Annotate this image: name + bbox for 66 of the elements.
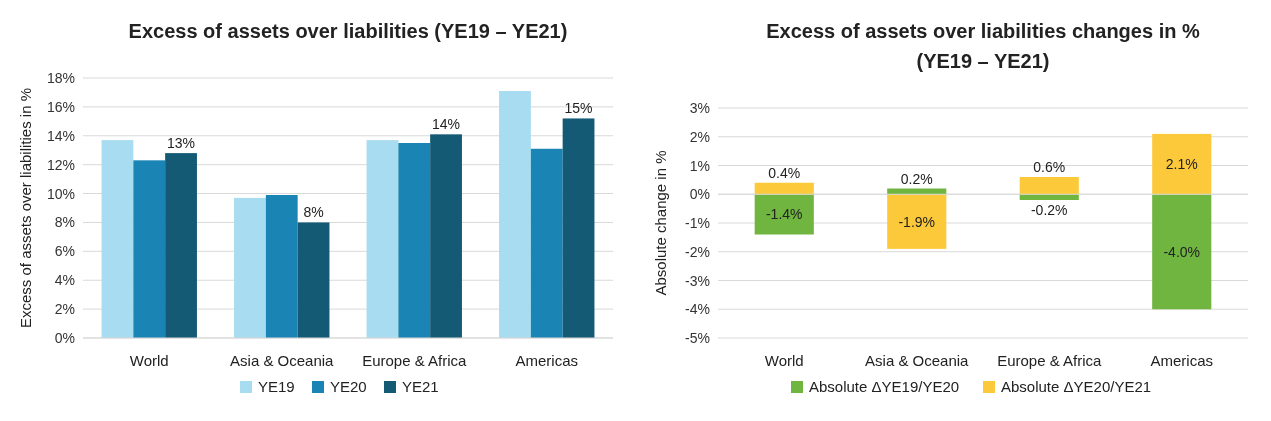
data-label: 0.6%: [1033, 159, 1066, 175]
y-tick-label: 8%: [54, 214, 75, 231]
x-tick-label: Europe & Africa: [997, 352, 1103, 369]
data-label: 14%: [432, 116, 461, 133]
y-tick-label: -2%: [685, 243, 710, 260]
chart-title: Excess of assets over liabilities (YE19 – YE21): [128, 20, 568, 42]
bar: [754, 194, 814, 235]
bar: [265, 195, 298, 338]
y-tick-label: -4%: [685, 301, 710, 318]
x-tick-label: World: [764, 352, 804, 369]
bar: [398, 143, 431, 338]
y-tick-label: 0%: [689, 186, 710, 203]
x-tick-label: Asia & Oceania: [865, 352, 970, 369]
bar: [499, 91, 531, 338]
y-tick-label: -1%: [685, 215, 710, 231]
x-tick-label: Americas: [515, 352, 579, 369]
data-label: -4.0%: [1163, 243, 1201, 260]
y-tick-label: 4%: [54, 272, 75, 289]
bar: [366, 140, 399, 338]
y-tick-label: 6%: [54, 243, 75, 260]
y-tick-label: 0%: [54, 330, 75, 346]
y-tick-label: -3%: [685, 272, 710, 289]
bar: [530, 148, 563, 338]
bar: [887, 194, 947, 249]
y-tick-label: -5%: [685, 330, 710, 346]
bar: [1152, 194, 1212, 310]
y-axis-title: Absolute change in %: [652, 150, 669, 296]
legend-label: YE20: [330, 378, 367, 395]
bar: [1152, 133, 1212, 195]
legend-label: YE21: [402, 378, 439, 395]
y-axis-title: Excess of assets over liabilities in %: [17, 87, 34, 329]
data-label: 0.4%: [768, 164, 801, 181]
data-label: 8%: [303, 204, 324, 221]
data-label: -0.2%: [1030, 202, 1068, 218]
bar: [1019, 177, 1079, 195]
y-tick-label: 16%: [46, 98, 75, 115]
legend-label: Absolute ΔYE19/YE20: [809, 378, 960, 395]
bar: [754, 182, 814, 195]
bar: [133, 160, 166, 338]
y-tick-label: 14%: [46, 127, 75, 144]
bar: [562, 118, 595, 338]
data-label: 0.2%: [900, 170, 933, 187]
bar: [101, 140, 134, 338]
bar: [165, 153, 197, 338]
x-tick-label: Americas: [1150, 352, 1214, 369]
y-tick-label: 3%: [689, 100, 710, 116]
data-label: 15%: [564, 100, 593, 117]
x-tick-label: World: [129, 352, 169, 369]
x-tick-label: Europe & Africa: [362, 352, 468, 369]
data-label: 2.1%: [1165, 156, 1198, 173]
legend-label: YE19: [258, 378, 295, 395]
legend-label: Absolute ΔYE20/YE21: [1001, 378, 1152, 395]
bar: [234, 197, 266, 338]
y-tick-label: 12%: [46, 156, 75, 173]
y-tick-label: 1%: [689, 157, 710, 174]
bar: [430, 134, 462, 338]
data-label: -1.9%: [898, 213, 936, 230]
data-label: 13%: [167, 135, 196, 152]
bar: [297, 222, 330, 338]
y-tick-label: 2%: [54, 301, 75, 318]
y-tick-label: 2%: [689, 128, 710, 145]
data-label: -1.4%: [765, 206, 803, 223]
y-tick-label: 10%: [46, 185, 75, 202]
chart-title: Excess of assets over liabilities changes in % (YE19 – YE21): [766, 20, 1200, 72]
x-tick-label: Asia & Oceania: [230, 352, 335, 369]
y-tick-label: 18%: [46, 70, 75, 86]
